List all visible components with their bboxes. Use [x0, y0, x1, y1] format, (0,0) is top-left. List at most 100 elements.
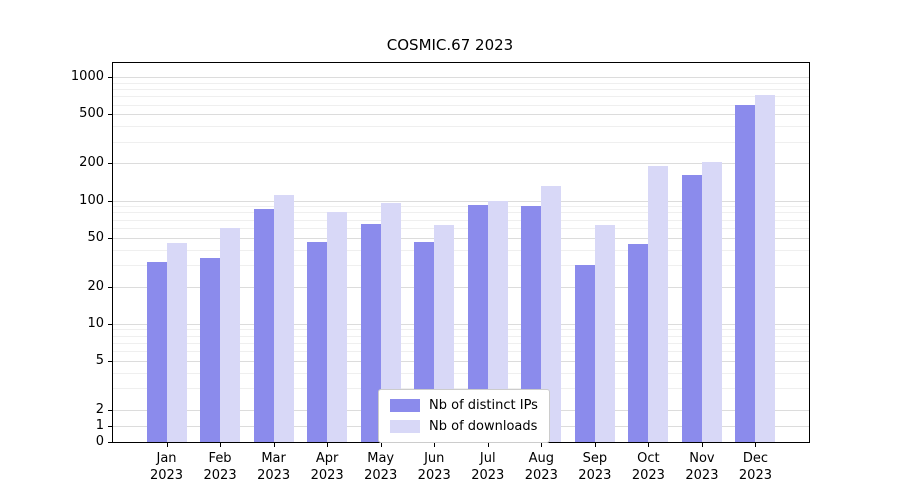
x-tick-year: 2023	[203, 468, 237, 483]
x-tick-label: Jun 2023	[404, 450, 464, 484]
bar-downloads	[327, 212, 348, 442]
y-tick-label: 0	[95, 434, 104, 449]
x-tick-month: May	[367, 451, 395, 466]
x-tick-mark	[327, 443, 329, 447]
x-tick-year: 2023	[685, 468, 719, 483]
x-tick-year: 2023	[524, 468, 558, 483]
x-tick-year: 2023	[149, 468, 184, 483]
x-tick-month: Aug	[528, 451, 554, 466]
x-tick-label: Nov 2023	[672, 450, 732, 484]
major-gridline	[113, 286, 809, 288]
x-tick-month: Dec	[742, 451, 769, 466]
bar-downloads	[166, 243, 187, 442]
legend-swatch	[390, 399, 420, 412]
chart-title: COSMIC.67 2023	[386, 36, 514, 54]
bar-downloads	[273, 195, 294, 442]
bar-distinct-ips	[467, 204, 488, 442]
minor-gridline	[113, 249, 809, 251]
bar-distinct-ips	[146, 261, 167, 442]
x-tick-label: Mar 2023	[244, 450, 304, 484]
x-tick-mark	[648, 443, 650, 447]
x-tick-month: Feb	[208, 451, 232, 466]
x-tick-label: May 2023	[351, 450, 411, 484]
x-tick-mark	[594, 443, 596, 447]
bar-distinct-ips	[735, 105, 756, 442]
minor-gridline	[113, 206, 809, 208]
bar-downloads	[220, 227, 241, 442]
x-tick-month: Oct	[637, 451, 660, 466]
x-tick-year: 2023	[417, 468, 451, 483]
legend-item: Nb of distinct IPs	[390, 398, 538, 413]
minor-gridline	[113, 96, 809, 98]
y-tick-label: 20	[87, 278, 104, 294]
major-gridline	[113, 360, 809, 362]
y-tick-label: 2	[95, 402, 104, 417]
x-tick-month: Jun	[424, 451, 445, 466]
major-gridline	[113, 323, 809, 325]
y-tick-label: 1	[95, 418, 104, 433]
bar-downloads	[594, 225, 615, 442]
x-tick-label: Jan 2023	[137, 450, 197, 484]
minor-gridline	[113, 82, 809, 84]
x-tick-year: 2023	[310, 468, 344, 483]
bar-downloads	[701, 162, 722, 442]
minor-gridline	[113, 126, 809, 128]
x-tick-label: Dec 2023	[725, 450, 785, 484]
minor-gridline	[113, 264, 809, 266]
x-tick-mark	[487, 443, 489, 447]
bar-downloads	[487, 200, 508, 442]
x-tick-mark	[220, 443, 222, 447]
minor-gridline	[113, 89, 809, 91]
minor-gridline	[113, 212, 809, 214]
x-tick-label: Jul 2023	[458, 450, 518, 484]
bar-downloads	[380, 203, 401, 442]
x-tick-mark	[434, 443, 436, 447]
bar-distinct-ips	[200, 258, 221, 442]
legend-label: Nb of downloads	[429, 419, 538, 434]
legend-swatch	[390, 420, 420, 433]
x-tick-year: 2023	[738, 468, 772, 483]
bar-distinct-ips	[681, 175, 702, 442]
minor-gridline	[113, 227, 809, 229]
x-tick-mark	[380, 443, 382, 447]
x-tick-mark	[541, 443, 543, 447]
bar-distinct-ips	[307, 242, 328, 442]
minor-gridline	[113, 351, 809, 353]
x-tick-mark	[755, 443, 757, 447]
y-tick-label: 5	[95, 352, 104, 368]
minor-gridline	[113, 372, 809, 374]
bar-downloads	[648, 166, 669, 442]
x-tick-year: 2023	[631, 468, 665, 483]
bar-distinct-ips	[521, 205, 542, 442]
major-gridline	[113, 114, 809, 116]
x-tick-label: Sep 2023	[565, 450, 625, 484]
minor-gridline	[113, 335, 809, 337]
x-tick-year: 2023	[257, 468, 291, 483]
plot-area	[112, 62, 810, 443]
minor-gridline	[113, 342, 809, 344]
x-tick-label: Apr 2023	[297, 450, 357, 484]
y-tick-label: 1000	[70, 69, 104, 85]
x-tick-month: Mar	[261, 451, 286, 466]
legend-label: Nb of distinct IPs	[429, 398, 538, 413]
major-gridline	[113, 77, 809, 79]
major-gridline	[113, 200, 809, 202]
bar-downloads	[541, 186, 562, 442]
bar-distinct-ips	[628, 244, 649, 442]
minor-gridline	[113, 219, 809, 221]
x-tick-month: Sep	[582, 451, 608, 466]
y-tick-label: 10	[87, 315, 104, 331]
x-tick-mark	[273, 443, 275, 447]
minor-gridline	[113, 388, 809, 390]
x-tick-label: Aug 2023	[511, 450, 571, 484]
x-tick-year: 2023	[364, 468, 398, 483]
x-tick-label: Feb 2023	[190, 450, 250, 484]
x-tick-year: 2023	[471, 468, 505, 483]
legend-item: Nb of downloads	[390, 419, 538, 434]
x-tick-mark	[166, 443, 168, 447]
major-gridline	[113, 163, 809, 165]
y-tick-label: 500	[79, 106, 104, 122]
minor-gridline	[113, 141, 809, 143]
bar-distinct-ips	[360, 223, 381, 442]
